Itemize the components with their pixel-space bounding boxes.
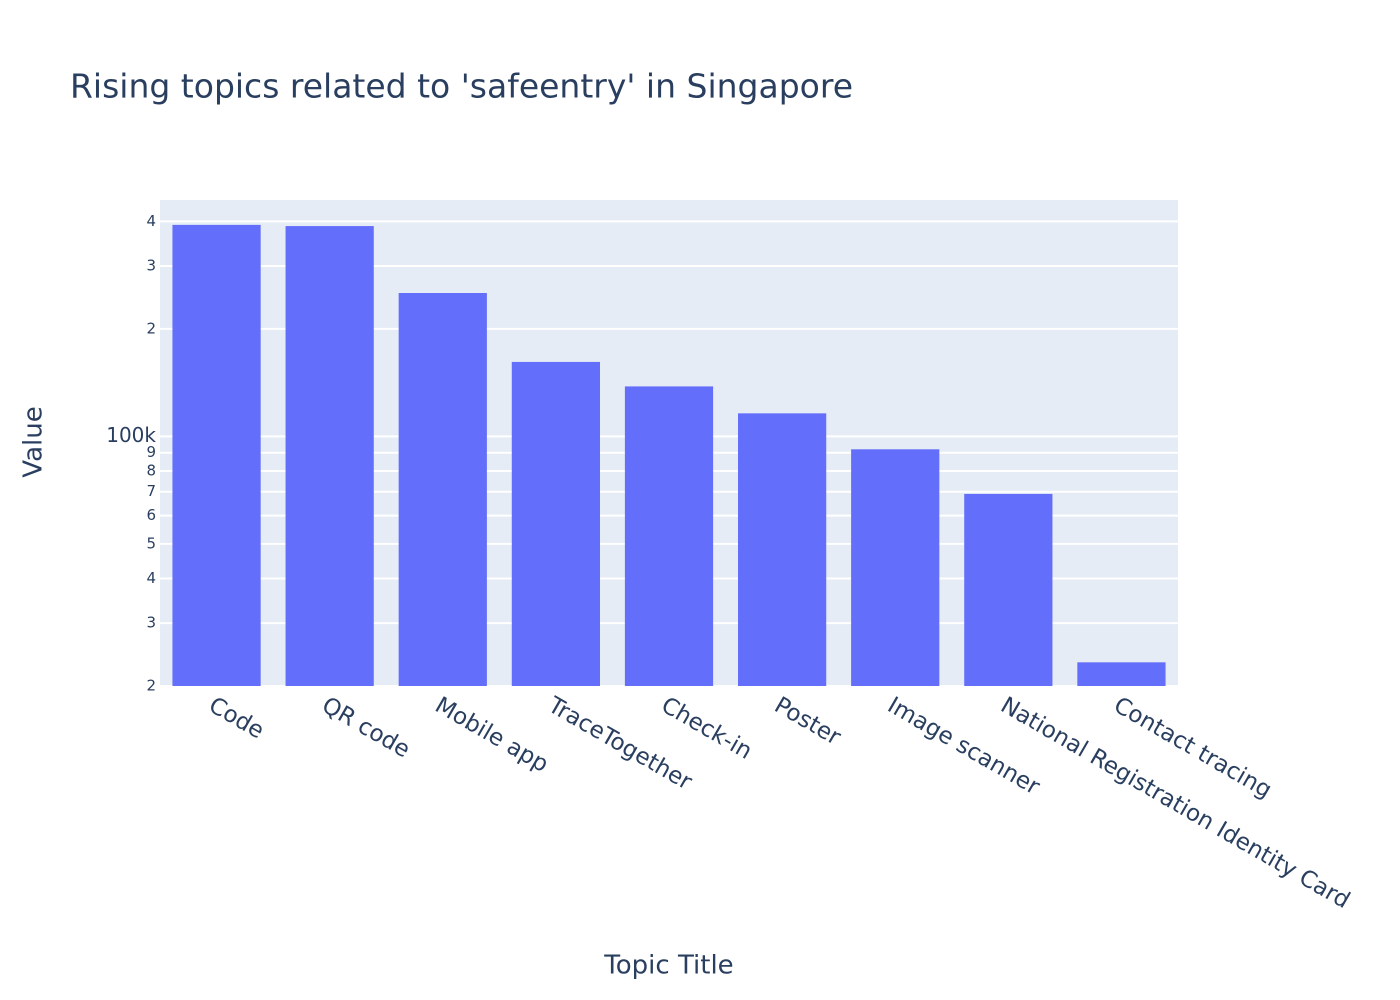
- y-tick-label: 9: [146, 443, 156, 461]
- y-tick-label: 4: [146, 212, 156, 230]
- bar: [851, 449, 940, 686]
- y-tick-label: 5: [146, 534, 156, 552]
- x-tick-label: Poster: [770, 692, 846, 751]
- y-tick-label: 6: [146, 506, 156, 524]
- bar: [511, 361, 601, 686]
- bar: [285, 226, 374, 687]
- x-tick-label: Code: [204, 692, 268, 744]
- x-axis-title: Topic Title: [603, 951, 733, 981]
- x-tick-label: QR code: [317, 692, 414, 763]
- y-tick-label: 3: [146, 256, 156, 274]
- y-tick-label: 100k: [106, 423, 156, 447]
- bar: [398, 293, 487, 686]
- bar: [1077, 662, 1166, 686]
- y-tick-label: 3: [146, 614, 156, 632]
- x-tick-label: Check-in: [657, 692, 757, 765]
- y-tick-label: 7: [146, 482, 156, 500]
- chart-title: Rising topics related to 'safeentry' in …: [70, 67, 853, 106]
- y-tick-label: 8: [146, 461, 156, 479]
- y-tick-label: 2: [146, 677, 156, 695]
- bar: [737, 413, 827, 686]
- x-tick-label: Mobile app: [431, 692, 553, 778]
- bar: [964, 493, 1053, 686]
- y-tick-label: 2: [146, 319, 156, 337]
- y-tick-label: 4: [146, 569, 156, 587]
- bar: [172, 224, 261, 686]
- bar: [624, 386, 714, 686]
- y-axis-title: Value: [19, 406, 49, 477]
